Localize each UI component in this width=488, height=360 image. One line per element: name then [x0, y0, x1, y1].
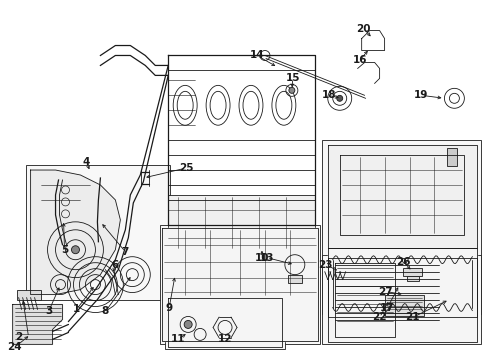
Ellipse shape [177, 91, 193, 119]
Ellipse shape [173, 85, 197, 125]
Text: 25: 25 [179, 163, 193, 173]
Text: 21: 21 [405, 312, 419, 323]
Text: 5: 5 [61, 245, 68, 255]
Text: 26: 26 [395, 257, 410, 267]
Bar [165, 294, 285, 349]
Bar [168, 195, 314, 250]
Text: 27: 27 [378, 287, 392, 297]
Circle shape [184, 320, 192, 328]
Ellipse shape [275, 91, 291, 119]
Text: 20: 20 [356, 24, 370, 33]
Text: 23: 23 [318, 260, 332, 270]
Text: 8: 8 [102, 306, 109, 316]
Ellipse shape [243, 91, 259, 119]
Circle shape [336, 95, 342, 101]
Text: 14: 14 [249, 50, 264, 60]
Polygon shape [168, 298, 281, 347]
Circle shape [71, 246, 80, 254]
Text: 7: 7 [122, 247, 129, 257]
Text: 10: 10 [254, 253, 269, 263]
Ellipse shape [271, 85, 295, 125]
Text: 2: 2 [15, 332, 22, 342]
Text: 1: 1 [73, 305, 80, 315]
Text: 3: 3 [45, 306, 52, 316]
Circle shape [288, 87, 294, 93]
Bar [17, 289, 41, 300]
Text: 6: 6 [112, 260, 119, 270]
Text: 4: 4 [82, 157, 90, 167]
Text: 22: 22 [371, 312, 386, 323]
Ellipse shape [210, 91, 225, 119]
Polygon shape [327, 145, 476, 248]
Text: 9: 9 [165, 302, 172, 312]
Bar [160, 225, 319, 345]
Text: 11: 11 [171, 334, 185, 345]
Text: 24: 24 [7, 342, 22, 352]
Bar [402, 268, 422, 276]
Polygon shape [13, 305, 62, 345]
Polygon shape [31, 170, 120, 294]
Polygon shape [327, 248, 476, 318]
Text: 16: 16 [352, 55, 366, 66]
Bar [384, 294, 424, 316]
Text: 15: 15 [285, 73, 300, 84]
Ellipse shape [239, 85, 263, 125]
Polygon shape [327, 258, 476, 342]
Polygon shape [162, 228, 317, 341]
Text: 12: 12 [217, 334, 232, 345]
Text: 19: 19 [413, 90, 428, 100]
Bar [25, 165, 170, 300]
Ellipse shape [205, 85, 229, 125]
Bar [321, 140, 480, 315]
Bar [447, 148, 456, 166]
Bar [321, 255, 480, 345]
Bar [406, 276, 418, 280]
Text: 13: 13 [259, 253, 274, 263]
Bar [287, 275, 301, 283]
Text: 18: 18 [321, 90, 335, 100]
Text: 17: 17 [380, 302, 394, 312]
